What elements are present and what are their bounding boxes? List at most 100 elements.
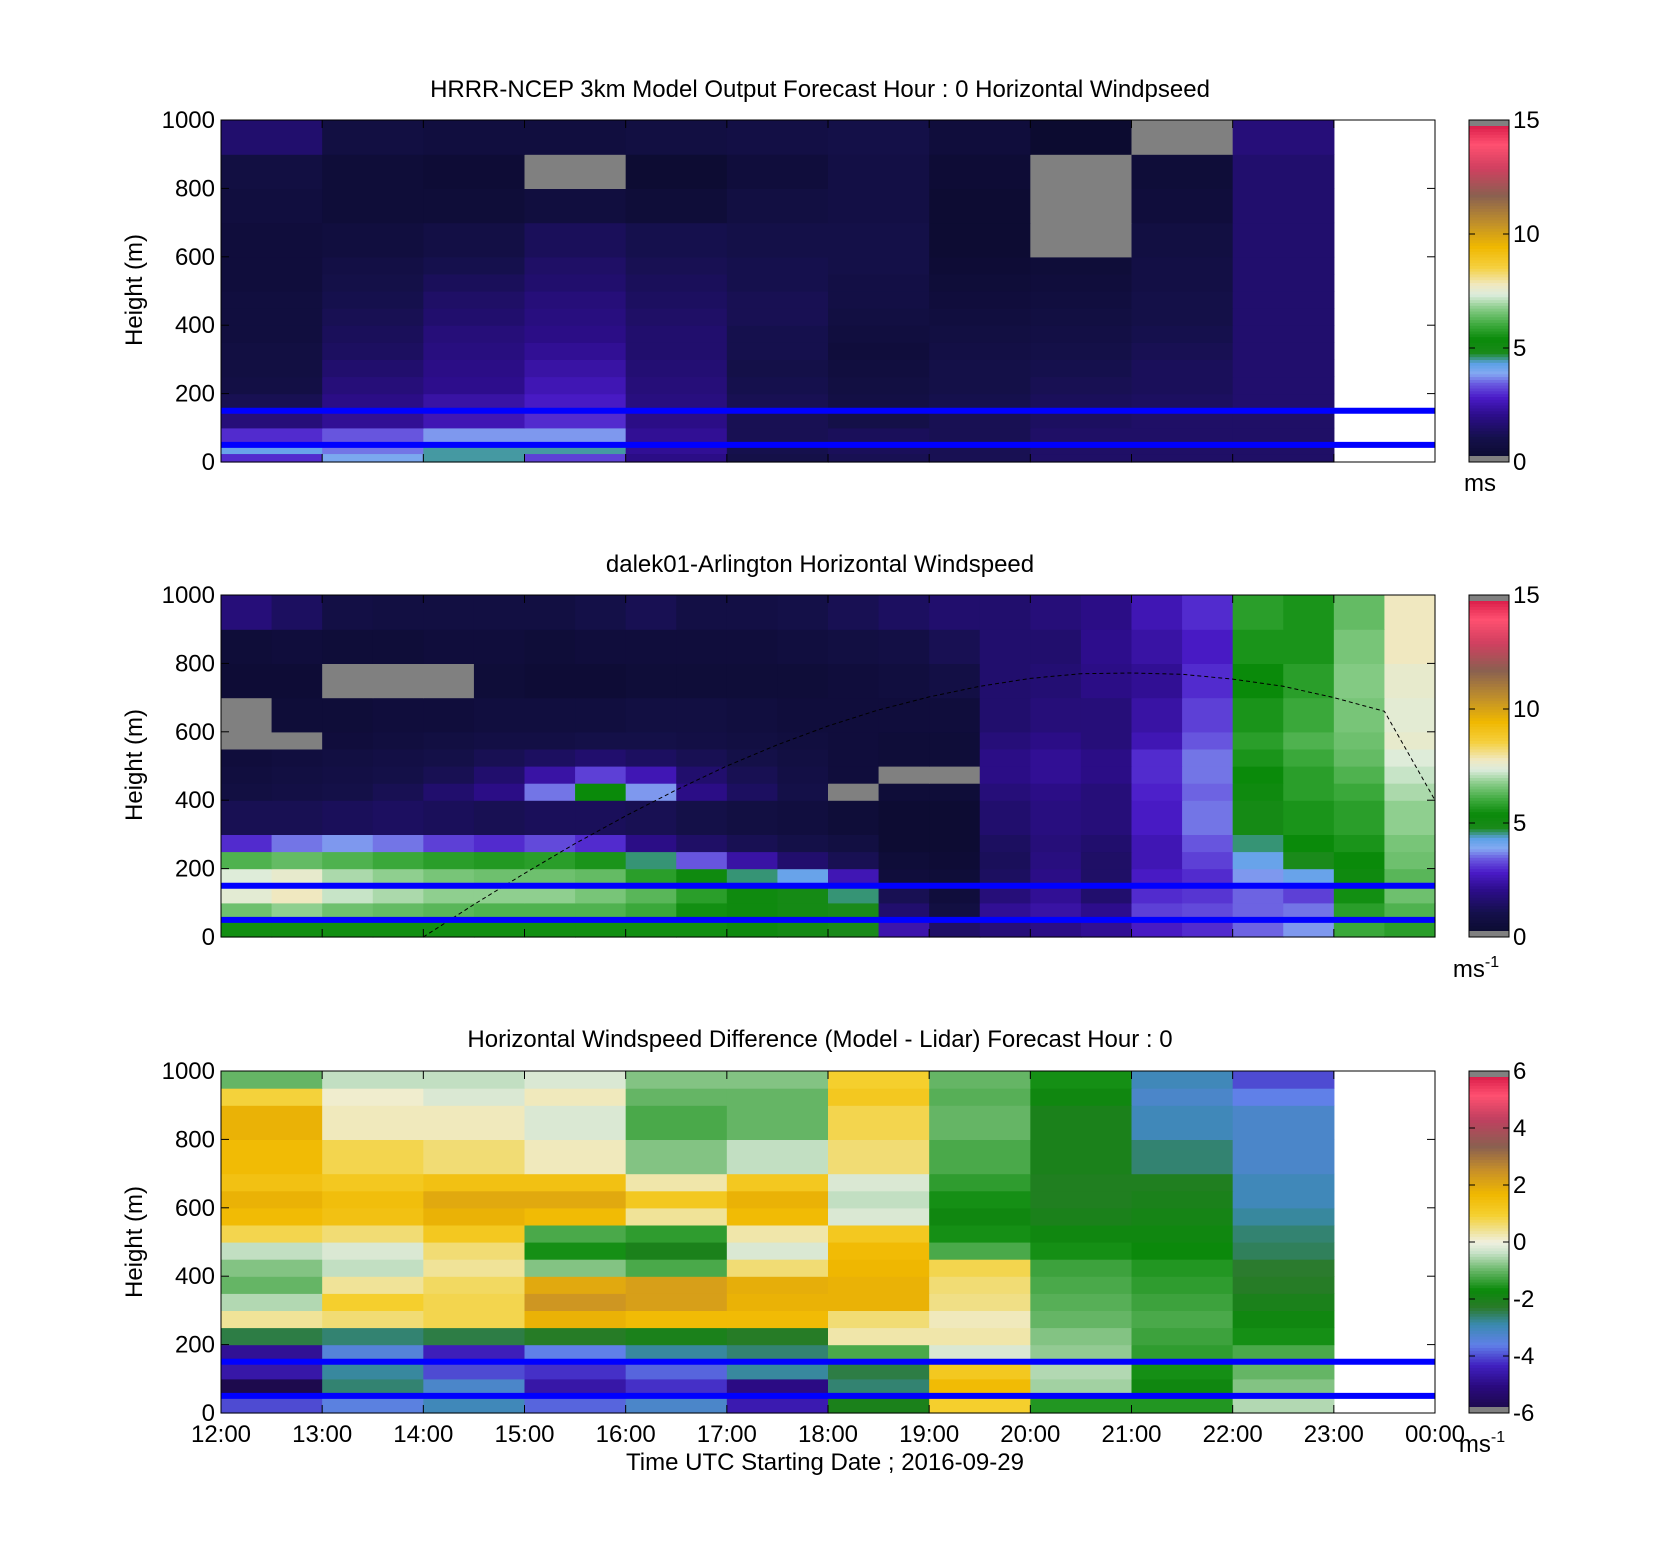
heatmap-cell xyxy=(322,885,374,904)
heatmap-cell xyxy=(1182,919,1234,938)
heatmap-cell xyxy=(828,731,880,750)
heatmap-cell xyxy=(524,1378,627,1397)
colorbar-segment xyxy=(1469,831,1509,835)
colorbar-segment xyxy=(1469,1088,1509,1092)
x-tick-label: 19:00 xyxy=(899,1421,959,1448)
heatmap-cell xyxy=(1232,376,1335,395)
colorbar-segment xyxy=(1469,453,1509,456)
heatmap-cell xyxy=(322,325,424,343)
heatmap-cell xyxy=(372,766,424,784)
heatmap-cell xyxy=(1030,1395,1133,1414)
heatmap-cell xyxy=(1232,629,1284,664)
heatmap-cell xyxy=(828,919,880,938)
heatmap-cell xyxy=(221,1361,323,1380)
heatmap-cell xyxy=(271,851,323,870)
heatmap-cell xyxy=(423,731,475,750)
heatmap-cell xyxy=(676,885,728,904)
heatmap-cell xyxy=(1333,919,1386,938)
colorbar-tick-label: 6 xyxy=(1513,1058,1526,1085)
heatmap-cell xyxy=(221,834,273,853)
heatmap-cell xyxy=(1182,595,1234,630)
heatmap-cell xyxy=(1080,748,1133,767)
colorbar-segment xyxy=(1469,439,1509,443)
heatmap-cell xyxy=(1131,783,1183,801)
colorbar-segment xyxy=(1469,669,1509,673)
heatmap-cell xyxy=(271,748,323,767)
heatmap-cell xyxy=(979,851,1031,870)
heatmap-cell xyxy=(1131,1071,1234,1089)
heatmap-cell xyxy=(979,629,1031,664)
colorbar-segment xyxy=(1469,325,1509,329)
heatmap-cell xyxy=(1080,902,1133,921)
panel-1-axes: 0 200 400 600 800 1000 xyxy=(162,107,1436,476)
colorbar-cap-top xyxy=(1469,595,1509,601)
heatmap-cell xyxy=(726,851,779,870)
heatmap-cell xyxy=(1333,834,1386,853)
colorbar-segment xyxy=(1469,427,1509,432)
heatmap-cell xyxy=(726,1242,829,1260)
heatmap-cell xyxy=(1030,919,1082,938)
heatmap-cell xyxy=(1232,868,1284,887)
heatmap-cell xyxy=(676,629,728,664)
heatmap-cell xyxy=(1182,902,1234,921)
heatmap-cell xyxy=(828,291,930,309)
heatmap-cell xyxy=(726,308,829,326)
colorbar-segment xyxy=(1469,1318,1509,1323)
colorbar-segment xyxy=(1469,299,1509,303)
heatmap-cell xyxy=(828,1276,930,1294)
colorbar-segment xyxy=(1469,416,1509,420)
colorbar-segment xyxy=(1469,612,1509,616)
colorbar-segment xyxy=(1469,632,1509,636)
panel-2: dalek01-Arlington Horizontal Windspeed H… xyxy=(121,551,1540,983)
colorbar-frame xyxy=(1468,119,1510,463)
heatmap-cell xyxy=(1283,731,1335,750)
colorbar-segment xyxy=(1469,614,1509,619)
colorbar-segment xyxy=(1469,316,1509,321)
heatmap-cell xyxy=(828,453,930,463)
heatmap-cell xyxy=(1131,410,1234,429)
heatmap-cell xyxy=(423,834,475,853)
colorbar-segment xyxy=(1469,700,1509,704)
heatmap-cell xyxy=(575,783,627,801)
colorbar-segment xyxy=(1469,845,1509,850)
heatmap-cell xyxy=(777,919,829,938)
colorbar-segment xyxy=(1469,390,1509,395)
heatmap-cell xyxy=(221,1224,323,1243)
panel-3-ylabel: Height (m) xyxy=(121,1186,148,1298)
colorbar-segment xyxy=(1469,1119,1509,1123)
heatmap-cell xyxy=(625,1105,728,1140)
heatmap-cell xyxy=(524,359,627,378)
colorbar-segment xyxy=(1469,330,1509,335)
x-tick-label: 21:00 xyxy=(1101,1421,1161,1448)
colorbar-tick-label: -6 xyxy=(1513,1400,1534,1427)
panel-2-colorbar: 0 5 10 15 xyxy=(1468,582,1540,951)
heatmap-cell xyxy=(1232,188,1335,224)
colorbar-segment xyxy=(1469,248,1509,252)
heatmap-cell xyxy=(1232,1327,1335,1346)
colorbar-segment xyxy=(1469,1330,1509,1334)
colorbar-segment xyxy=(1469,902,1509,907)
heatmap-cell xyxy=(929,1190,1031,1209)
colorbar-segment xyxy=(1469,754,1509,759)
heatmap-cell xyxy=(726,376,829,395)
heatmap-cell xyxy=(777,748,829,767)
heatmap-cell xyxy=(726,291,829,309)
colorbar-segment xyxy=(1469,191,1509,195)
heatmap-cell xyxy=(726,453,829,463)
heatmap-cell xyxy=(726,325,829,343)
colorbar-segment xyxy=(1469,709,1509,713)
heatmap-cell xyxy=(322,1310,424,1329)
heatmap-cell xyxy=(1384,851,1436,870)
heatmap-cell xyxy=(524,273,627,292)
panel-1-title: HRRR-NCEP 3km Model Output Forecast Hour… xyxy=(430,76,1210,103)
heatmap-cell xyxy=(1333,868,1386,887)
heatmap-cell xyxy=(625,800,677,835)
heatmap-cell xyxy=(322,766,374,784)
heatmap-cell xyxy=(423,291,526,309)
colorbar-segment xyxy=(1469,1125,1509,1129)
colorbar-segment xyxy=(1469,199,1509,204)
colorbar-segment xyxy=(1469,1390,1509,1394)
heatmap-cell xyxy=(929,868,981,887)
colorbar-segment xyxy=(1469,897,1509,901)
colorbar-segment xyxy=(1469,865,1509,870)
